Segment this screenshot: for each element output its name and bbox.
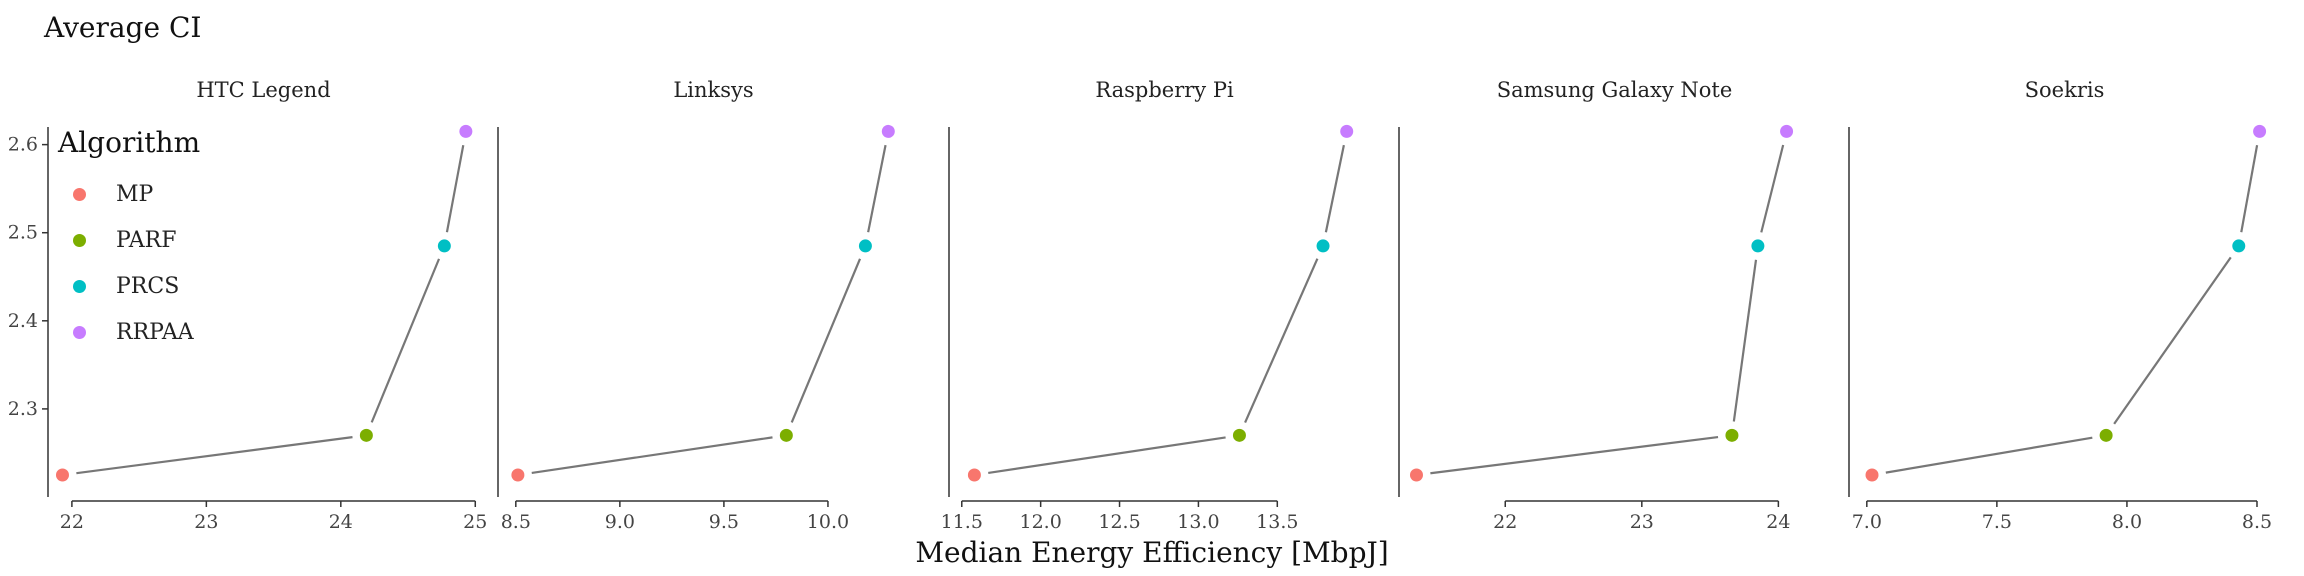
point-soekris-rrpaa — [2253, 124, 2267, 138]
series-segment-soekris-2 — [2240, 144, 2259, 233]
point-soekris-parf — [2099, 428, 2113, 442]
legend-swatch-prcs — [73, 279, 86, 293]
legend-item-prcs: PRCS — [58, 263, 200, 309]
y-tick-label-0: 2.3 — [8, 398, 38, 420]
series-segment-samsung-galaxy-note-0 — [1430, 435, 1719, 475]
series-segment-htc-legend-2 — [445, 144, 465, 233]
series-segment-htc-legend-0 — [76, 436, 353, 475]
series-segment-samsung-galaxy-note-2 — [1760, 144, 1785, 233]
x-tick-label-samsung-galaxy-note-0: 22 — [1493, 511, 1517, 533]
x-tick-label-htc-legend-2: 24 — [329, 511, 353, 533]
x-tick-label-htc-legend-3: 25 — [463, 511, 487, 533]
point-raspberry-pi-rrpaa — [1340, 124, 1354, 138]
x-tick-label-htc-legend-0: 22 — [60, 511, 84, 533]
series-segment-linksys-0 — [531, 436, 773, 475]
x-tick-label-linksys-1: 9.0 — [605, 511, 635, 533]
legend-item-rrpaa: RRPAA — [58, 309, 200, 355]
point-linksys-rrpaa — [881, 124, 895, 138]
point-samsung-galaxy-note-rrpaa — [1780, 124, 1794, 138]
y-tick-label-1: 2.4 — [8, 310, 38, 332]
series-segment-raspberry-pi-0 — [988, 436, 1226, 474]
point-raspberry-pi-parf — [1232, 428, 1246, 442]
x-tick-label-samsung-galaxy-note-1: 23 — [1630, 511, 1654, 533]
panel-title-samsung-galaxy-note: Samsung Galaxy Note — [1497, 78, 1733, 102]
point-htc-legend-mp — [55, 468, 69, 482]
x-axis-title: Median Energy Efficiency [MbpJ] — [915, 536, 1389, 569]
y-tick-label-2: 2.5 — [8, 222, 38, 244]
point-htc-legend-prcs — [437, 239, 451, 253]
y-tick-label-3: 2.6 — [8, 134, 38, 156]
legend-title: Algorithm — [58, 126, 201, 159]
legend-swatch-rrpaa — [73, 325, 86, 339]
point-samsung-galaxy-note-mp — [1409, 468, 1423, 482]
point-raspberry-pi-mp — [967, 468, 981, 482]
point-soekris-mp — [1865, 468, 1879, 482]
series-segment-samsung-galaxy-note-1 — [1732, 259, 1758, 422]
point-samsung-galaxy-note-prcs — [1751, 239, 1765, 253]
series-segment-soekris-0 — [1885, 436, 2093, 474]
point-soekris-prcs — [2232, 239, 2246, 253]
x-tick-label-linksys-2: 9.5 — [709, 511, 739, 533]
point-htc-legend-parf — [359, 428, 373, 442]
series-segment-linksys-1 — [790, 258, 862, 423]
x-tick-label-raspberry-pi-2: 12.5 — [1098, 511, 1140, 533]
point-htc-legend-rrpaa — [459, 124, 473, 138]
x-tick-label-soekris-0: 7.0 — [1852, 511, 1882, 533]
point-raspberry-pi-prcs — [1316, 239, 1330, 253]
point-samsung-galaxy-note-parf — [1725, 428, 1739, 442]
x-tick-label-raspberry-pi-1: 12.0 — [1020, 511, 1062, 533]
legend-label-rrpaa: RRPAA — [116, 319, 194, 345]
series-segment-soekris-1 — [2113, 256, 2232, 425]
legend-swatch-mp — [73, 187, 86, 201]
x-tick-label-htc-legend-1: 23 — [194, 511, 218, 533]
series-segment-raspberry-pi-1 — [1244, 258, 1319, 423]
legend-swatch-parf — [73, 233, 86, 247]
panel-title-raspberry-pi: Raspberry Pi — [1095, 78, 1234, 102]
legend-label-prcs: PRCS — [116, 273, 180, 299]
x-tick-label-samsung-galaxy-note-2: 24 — [1766, 511, 1790, 533]
x-tick-label-raspberry-pi-4: 13.5 — [1256, 511, 1298, 533]
legend-label-parf: PARF — [116, 227, 177, 253]
panel-title-linksys: Linksys — [673, 78, 753, 102]
legend: Algorithm MP PARF PRCS RRPAA — [58, 126, 200, 355]
x-tick-label-soekris-3: 8.5 — [2242, 511, 2272, 533]
point-linksys-parf — [779, 428, 793, 442]
panel-title-htc-legend: HTC Legend — [196, 78, 330, 102]
x-tick-label-raspberry-pi-0: 11.5 — [941, 511, 983, 533]
series-segment-htc-legend-1 — [370, 258, 441, 423]
x-tick-label-raspberry-pi-3: 13.0 — [1177, 511, 1219, 533]
x-tick-label-linksys-3: 10.0 — [807, 511, 849, 533]
series-segment-raspberry-pi-2 — [1324, 144, 1345, 233]
legend-item-parf: PARF — [58, 217, 200, 263]
point-linksys-prcs — [858, 239, 872, 253]
legend-label-mp: MP — [116, 181, 154, 207]
point-linksys-mp — [511, 468, 525, 482]
y-axis-title: Average CI — [44, 11, 202, 44]
x-tick-label-soekris-1: 7.5 — [1982, 511, 2012, 533]
x-tick-label-linksys-0: 8.5 — [501, 511, 531, 533]
series-segment-linksys-2 — [867, 144, 887, 233]
panel-title-soekris: Soekris — [2025, 78, 2105, 102]
x-tick-label-soekris-2: 8.0 — [2112, 511, 2142, 533]
legend-item-mp: MP — [58, 171, 200, 217]
